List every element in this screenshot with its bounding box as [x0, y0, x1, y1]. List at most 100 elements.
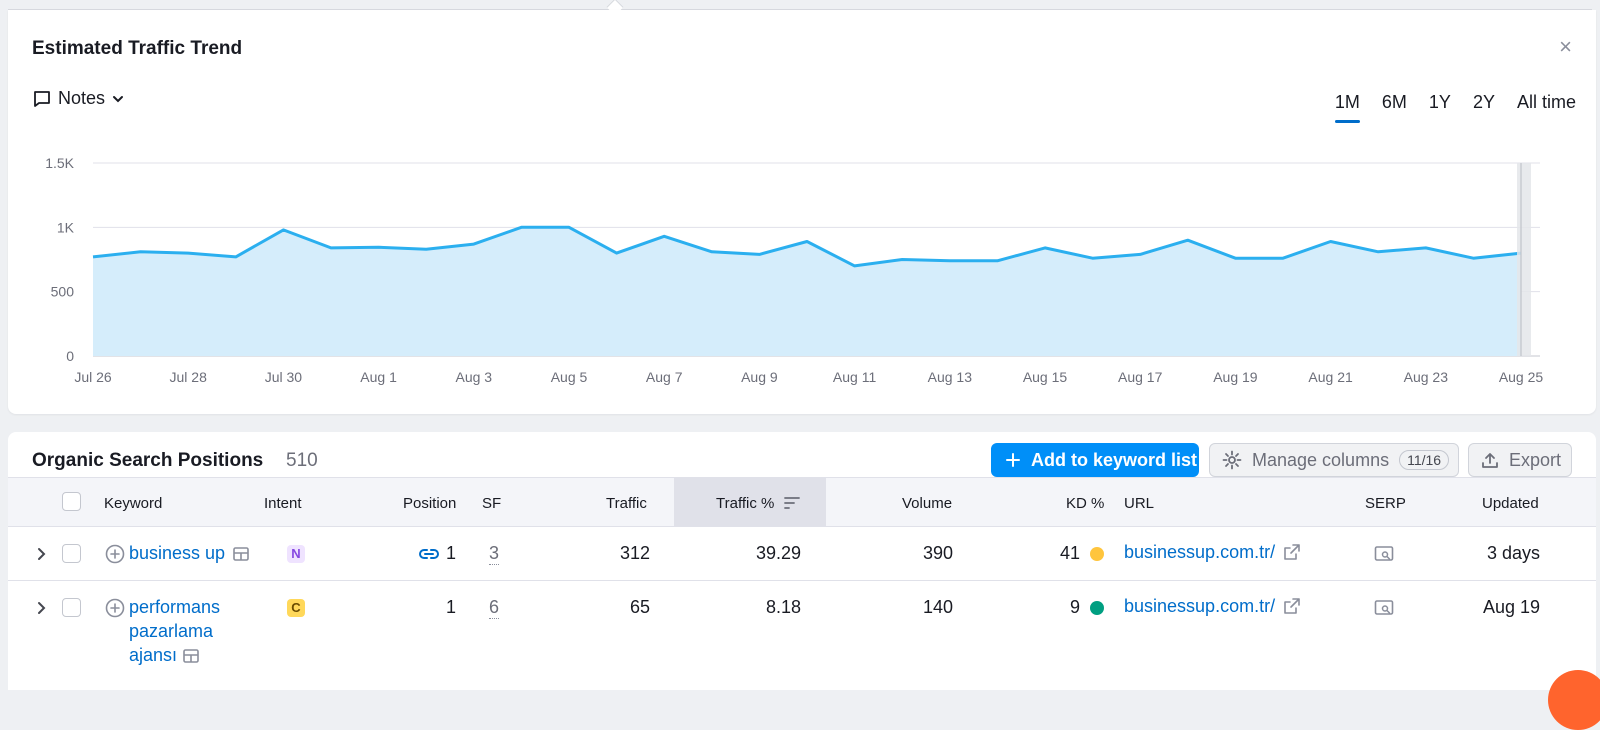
x-tick-label: Aug 9 [741, 369, 778, 385]
col-volume[interactable]: Volume [902, 495, 953, 512]
traffic-trend-chart: 0 500 1K 1.5K Jul 26 Jul 28 Jul 30 Aug 1 Aug 3 Au… [45, 155, 1544, 385]
range-all-time[interactable]: All time [1516, 92, 1576, 112]
table-row: performans pazarlama ajansı C 1 6 65 8.1… [8, 581, 1596, 690]
volume-value: 390 [922, 543, 953, 563]
col-kd[interactable]: KD % [1066, 495, 1105, 512]
keyword-link-line-3[interactable]: ajansı [129, 645, 178, 665]
upload-icon [1482, 453, 1498, 468]
time-range-tabs: 1M 6M 1Y 2Y All time [1334, 92, 1576, 123]
button-label: Add to keyword list [1031, 449, 1198, 470]
keyword-link-line-1[interactable]: performans [129, 597, 221, 617]
x-tick-label: Aug 3 [456, 369, 493, 385]
y-tick-label: 0 [66, 348, 74, 364]
manage-columns-button[interactable]: Manage columns 11/16 [1209, 443, 1459, 477]
col-url[interactable]: URL [1124, 495, 1155, 512]
col-traffic[interactable]: Traffic [606, 495, 647, 512]
kd-difficulty-dot [1090, 601, 1104, 615]
x-tick-label: Aug 25 [1499, 369, 1544, 385]
keyword-link[interactable]: business up [129, 543, 226, 563]
intent-badge-commercial: C [287, 599, 305, 617]
add-to-keyword-list-button[interactable]: Add to keyword list [991, 443, 1199, 477]
sf-value[interactable]: 3 [489, 543, 500, 565]
traffic-percent-value: 8.18 [765, 597, 801, 617]
x-tick-label: Aug 21 [1308, 369, 1353, 385]
x-tick-label: Jul 30 [265, 369, 303, 385]
notes-label: Notes [58, 88, 106, 108]
position-value: 1 [446, 597, 457, 617]
chat-widget-button[interactable] [1548, 670, 1600, 730]
comment-icon [34, 90, 50, 107]
traffic-line [92, 225, 1522, 268]
url-link[interactable]: businessup.com.tr/ [1124, 542, 1276, 562]
chevron-down-icon [113, 95, 124, 102]
result-count: 510 [286, 450, 318, 471]
serp-snapshot-icon[interactable] [182, 647, 200, 665]
button-label: Manage columns [1252, 449, 1390, 470]
x-tick-label: Aug 19 [1213, 369, 1258, 385]
x-tick-label: Aug 13 [928, 369, 973, 385]
x-tick-label: Aug 7 [646, 369, 683, 385]
range-2y[interactable]: 2Y [1472, 92, 1495, 112]
row-checkbox[interactable] [62, 598, 81, 617]
kd-value: 9 [1069, 597, 1080, 617]
kd-difficulty-dot [1090, 547, 1104, 561]
traffic-percent-value: 39.29 [755, 543, 801, 563]
columns-count-badge: 11/16 [1399, 450, 1450, 470]
x-tick-label: Jul 26 [74, 369, 112, 385]
col-keyword[interactable]: Keyword [104, 495, 163, 512]
x-tick-label: Aug 1 [360, 369, 397, 385]
serp-view-icon[interactable] [1374, 545, 1394, 563]
x-tick-label: Aug 17 [1118, 369, 1163, 385]
table-header: Keyword Intent Position SF Traffic Traff… [8, 477, 1596, 527]
updated-value: 3 days [1486, 543, 1540, 563]
link-icon [419, 549, 439, 559]
external-link-icon[interactable] [1283, 543, 1301, 561]
add-circle-icon[interactable] [105, 598, 125, 618]
organic-positions-panel: Organic Search Positions 510 Add to keyw… [8, 432, 1596, 690]
col-position[interactable]: Position [403, 495, 457, 512]
traffic-value: 312 [619, 543, 650, 563]
keyword-link-line-2[interactable]: pazarlama [129, 621, 214, 641]
close-icon[interactable]: × [1559, 34, 1572, 59]
x-tick-label: Jul 28 [170, 369, 208, 385]
panel-title: Organic Search Positions [32, 450, 264, 471]
sf-value[interactable]: 6 [489, 597, 500, 619]
url-link[interactable]: businessup.com.tr/ [1124, 596, 1276, 616]
intent-badge-navigational: N [287, 545, 305, 563]
hover-band [1517, 163, 1531, 356]
table-row: business up N 1 3 312 39.29 390 41 busin… [8, 527, 1596, 581]
divider [8, 9, 1592, 10]
col-updated[interactable]: Updated [1482, 495, 1539, 512]
col-intent[interactable]: Intent [264, 495, 302, 512]
gear-icon [1222, 450, 1242, 470]
col-serp: SERP [1365, 495, 1406, 512]
select-all-checkbox[interactable] [62, 492, 81, 511]
updated-value: Aug 19 [1482, 597, 1540, 617]
range-1m[interactable]: 1M [1334, 92, 1360, 123]
panel-title: Estimated Traffic Trend [32, 38, 243, 59]
y-tick-label: 500 [51, 284, 75, 300]
col-traffic-percent[interactable]: Traffic % [716, 495, 775, 512]
col-sf[interactable]: SF [482, 495, 502, 512]
add-circle-icon[interactable] [105, 544, 125, 564]
x-tick-label: Aug 5 [551, 369, 588, 385]
serp-view-icon[interactable] [1374, 599, 1394, 617]
sort-desc-icon[interactable] [784, 497, 800, 509]
notes-dropdown[interactable]: Notes [32, 88, 125, 109]
traffic-area [93, 227, 1521, 356]
range-6m[interactable]: 6M [1381, 92, 1407, 112]
row-checkbox[interactable] [62, 544, 81, 563]
traffic-trend-panel: Estimated Traffic Trend × Notes 1M 6M 1Y… [8, 10, 1596, 414]
x-tick-label: Aug 23 [1404, 369, 1449, 385]
range-1y[interactable]: 1Y [1428, 92, 1451, 112]
button-label: Export [1509, 449, 1562, 470]
export-button[interactable]: Export [1468, 443, 1572, 477]
chevron-right-icon[interactable] [36, 547, 48, 561]
serp-snapshot-icon[interactable] [232, 545, 250, 563]
chevron-right-icon[interactable] [36, 601, 48, 615]
top-strip [0, 0, 1600, 16]
position-value: 1 [446, 543, 457, 563]
volume-value: 140 [922, 597, 953, 617]
external-link-icon[interactable] [1283, 597, 1301, 615]
y-tick-label: 1K [57, 219, 75, 235]
